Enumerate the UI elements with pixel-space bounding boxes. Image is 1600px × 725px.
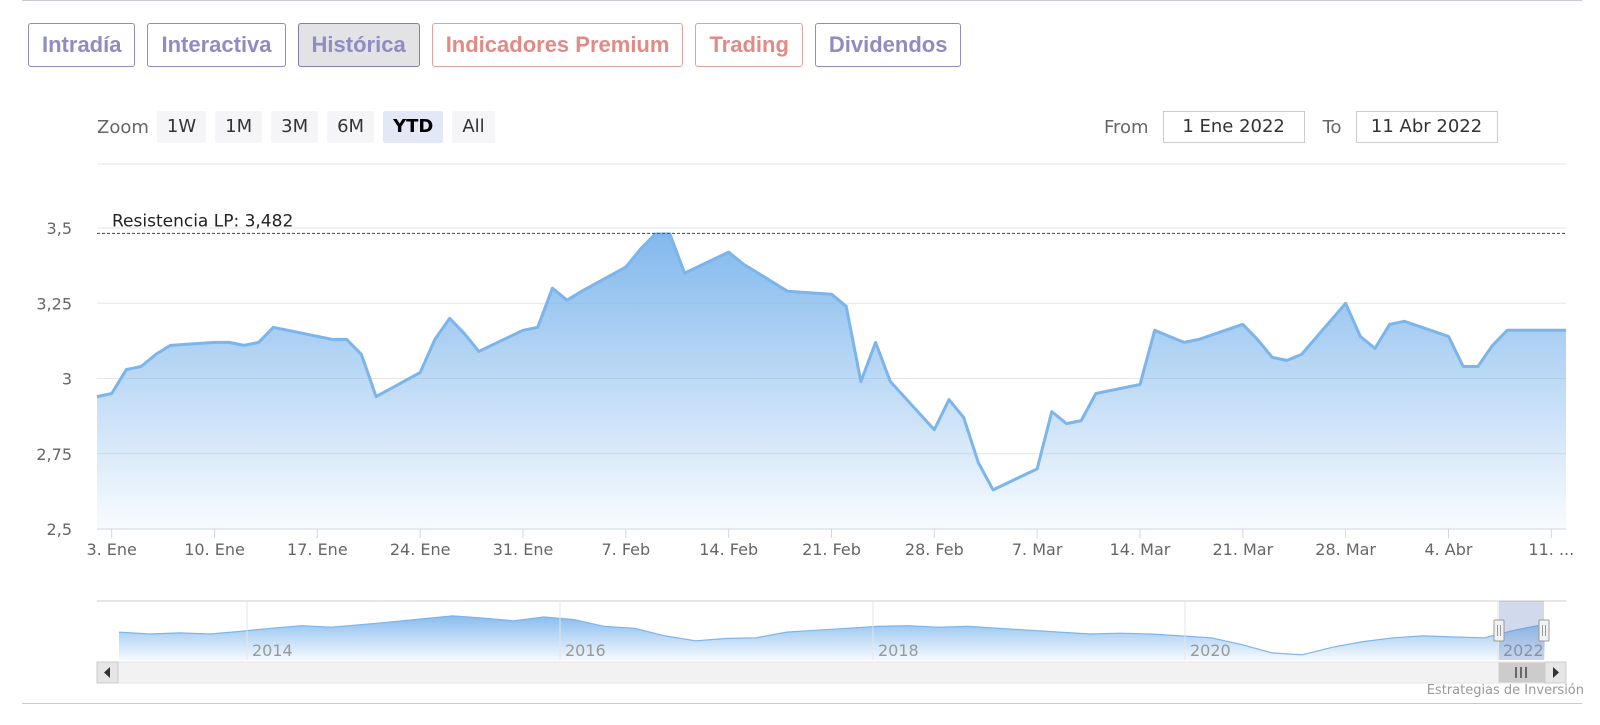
to-date-input[interactable]: 11 Abr 2022 [1355, 111, 1498, 143]
series-area [96, 232, 1566, 529]
scrollbar-track[interactable] [96, 661, 1567, 684]
x-tick-label: 21. Feb [802, 540, 861, 559]
navigator-year-label: 2018 [878, 641, 919, 660]
zoom-3m-button[interactable]: 3M [271, 111, 319, 143]
resistance-label: Resistencia LP: 3,482 [112, 211, 293, 231]
tab-bar: Intradía Interactiva Histórica Indicador… [28, 23, 962, 67]
x-axis: 3. Ene 10. Ene 17. Ene 24. Ene 31. Ene 7. Feb… [86, 528, 1574, 559]
from-date-input[interactable]: 1 Ene 2022 [1162, 111, 1305, 143]
zoom-ytd-button[interactable]: YTD [383, 111, 444, 143]
navigator-area [119, 615, 1545, 660]
x-tick-label: 7. Mar [1012, 540, 1063, 559]
tab-historica[interactable]: Histórica [297, 23, 420, 67]
date-range: From 1 Ene 2022 To 11 Abr 2022 [1104, 111, 1498, 143]
x-tick-label: 10. Ene [184, 540, 245, 559]
x-tick-label: 4. Abr [1424, 540, 1472, 559]
x-tick-label: 3. Ene [86, 540, 136, 559]
y-tick-label: 2,5 [47, 520, 72, 539]
zoom-6m-button[interactable]: 6M [327, 111, 375, 143]
navigator-handle[interactable] [1493, 619, 1505, 642]
x-tick-label: 28. Feb [905, 540, 964, 559]
x-tick-label: 14. Feb [699, 540, 758, 559]
series-line [96, 232, 1566, 492]
zoom-1w-button[interactable]: 1W [156, 111, 207, 143]
to-label: To [1322, 116, 1342, 138]
x-tick-label: 17. Ene [287, 540, 348, 559]
tab-interactiva[interactable]: Interactiva [147, 23, 286, 67]
arrow-left-icon [104, 667, 110, 678]
x-tick-label: 7. Feb [601, 540, 650, 559]
tab-intradia[interactable]: Intradía [28, 23, 136, 67]
credit-label: Estrategias de Inversión [1426, 683, 1584, 698]
tab-indicadores-premium[interactable]: Indicadores Premium [431, 23, 684, 67]
y-axis: 2,5 2,75 3 3,25 3,5 [36, 219, 72, 539]
y-tick-label: 3 [62, 370, 72, 389]
x-tick-label: 11. ... [1528, 540, 1574, 559]
y-tick-label: 2,75 [36, 445, 72, 464]
zoom-1m-button[interactable]: 1M [215, 111, 263, 143]
bottom-divider [22, 703, 1582, 704]
x-tick-label: 31. Ene [493, 540, 554, 559]
y-tick-label: 3,25 [36, 294, 72, 313]
navigator-year-label: 2014 [252, 641, 293, 660]
zoom-all-button[interactable]: All [452, 111, 495, 143]
zoom-label: Zoom [97, 116, 149, 138]
navigator: 2014 2016 2018 2020 2022 [96, 600, 1567, 684]
range-selector: Zoom 1W 1M 3M 6M YTD All [97, 111, 504, 143]
navigator-selection[interactable] [1499, 601, 1544, 660]
top-divider [22, 0, 1582, 1]
from-label: From [1104, 116, 1149, 138]
y-tick-label: 3,5 [47, 219, 72, 238]
tab-dividendos[interactable]: Dividendos [814, 23, 962, 67]
navigator-handle[interactable] [1538, 619, 1550, 642]
navigator-line [118, 615, 1546, 656]
series-area-fill [97, 234, 1566, 529]
resistance-line-group: Resistencia LP: 3,482 [97, 211, 1566, 235]
x-tick-label: 24. Ene [390, 540, 451, 559]
navigator-year-label: 2020 [1190, 641, 1231, 660]
arrow-right-icon [1553, 667, 1559, 678]
x-tick-label: 28. Mar [1315, 540, 1376, 559]
x-tick-label: 14. Mar [1110, 540, 1171, 559]
navigator-year-label: 2016 [565, 641, 606, 660]
navigator-year-label: 2022 [1503, 641, 1544, 660]
tab-trading[interactable]: Trading [695, 23, 803, 67]
x-tick-label: 21. Mar [1212, 540, 1273, 559]
